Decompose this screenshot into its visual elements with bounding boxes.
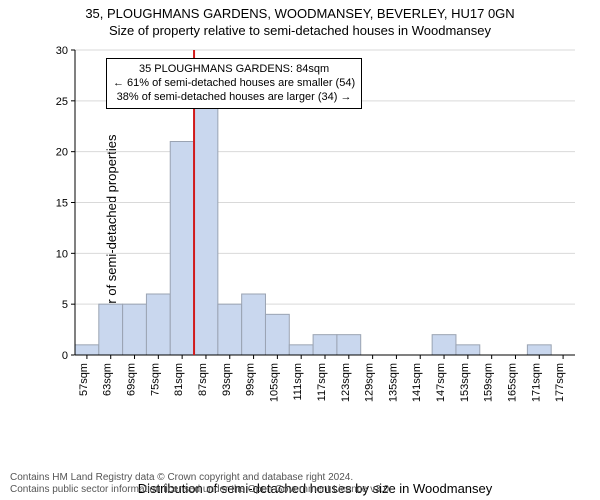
title-subtitle: Size of property relative to semi-detach… (0, 21, 600, 38)
histogram-bar (527, 345, 551, 355)
svg-text:5: 5 (62, 299, 68, 311)
svg-text:105sqm: 105sqm (268, 363, 280, 402)
svg-text:81sqm: 81sqm (173, 363, 185, 396)
svg-text:129sqm: 129sqm (364, 363, 376, 402)
histogram-bar (289, 345, 313, 355)
histogram-bar (432, 335, 456, 355)
svg-text:0: 0 (62, 350, 68, 362)
histogram-bar (170, 142, 194, 356)
histogram-bar (242, 294, 266, 355)
histogram-bar (194, 101, 218, 355)
svg-text:111sqm: 111sqm (292, 363, 304, 401)
title-address: 35, PLOUGHMANS GARDENS, WOODMANSEY, BEVE… (0, 0, 600, 21)
svg-text:75sqm: 75sqm (149, 363, 161, 396)
histogram-bar (75, 345, 99, 355)
svg-text:20: 20 (56, 147, 68, 159)
svg-text:153sqm: 153sqm (459, 363, 471, 402)
footer-line2: Contains public sector information licen… (10, 484, 590, 496)
histogram-bar (313, 335, 337, 355)
svg-text:15: 15 (56, 198, 68, 210)
histogram-bar (123, 304, 147, 355)
annotation-line1: 35 PLOUGHMANS GARDENS: 84sqm (113, 63, 355, 77)
svg-text:123sqm: 123sqm (340, 363, 352, 402)
histogram-bar (265, 314, 289, 355)
svg-text:10: 10 (56, 248, 68, 260)
histogram-bar (146, 294, 170, 355)
footer: Contains HM Land Registry data © Crown c… (10, 472, 590, 496)
histogram-bar (337, 335, 361, 355)
svg-text:171sqm: 171sqm (530, 363, 542, 402)
footer-line1: Contains HM Land Registry data © Crown c… (10, 472, 590, 484)
annotation-box: 35 PLOUGHMANS GARDENS: 84sqm ← 61% of se… (106, 58, 362, 109)
svg-text:25: 25 (56, 96, 68, 108)
annotation-line2: ← 61% of semi-detached houses are smalle… (113, 77, 355, 91)
svg-text:69sqm: 69sqm (126, 363, 138, 396)
annotation-line3: 38% of semi-detached houses are larger (… (113, 91, 355, 105)
chart-container: Number of semi-detached properties 05101… (50, 50, 580, 430)
svg-text:57sqm: 57sqm (78, 363, 90, 396)
histogram-bar (99, 304, 123, 355)
svg-text:93sqm: 93sqm (221, 363, 233, 396)
svg-text:165sqm: 165sqm (506, 363, 518, 402)
svg-text:147sqm: 147sqm (435, 363, 447, 402)
svg-text:177sqm: 177sqm (554, 363, 566, 402)
histogram-bar (218, 304, 242, 355)
histogram-bar (456, 345, 480, 355)
svg-text:99sqm: 99sqm (245, 363, 257, 396)
svg-text:63sqm: 63sqm (102, 363, 114, 396)
svg-text:135sqm: 135sqm (387, 363, 399, 402)
svg-text:141sqm: 141sqm (411, 363, 423, 402)
svg-text:117sqm: 117sqm (316, 363, 328, 401)
svg-text:87sqm: 87sqm (197, 363, 209, 396)
svg-text:30: 30 (56, 45, 68, 57)
svg-text:159sqm: 159sqm (483, 363, 495, 402)
